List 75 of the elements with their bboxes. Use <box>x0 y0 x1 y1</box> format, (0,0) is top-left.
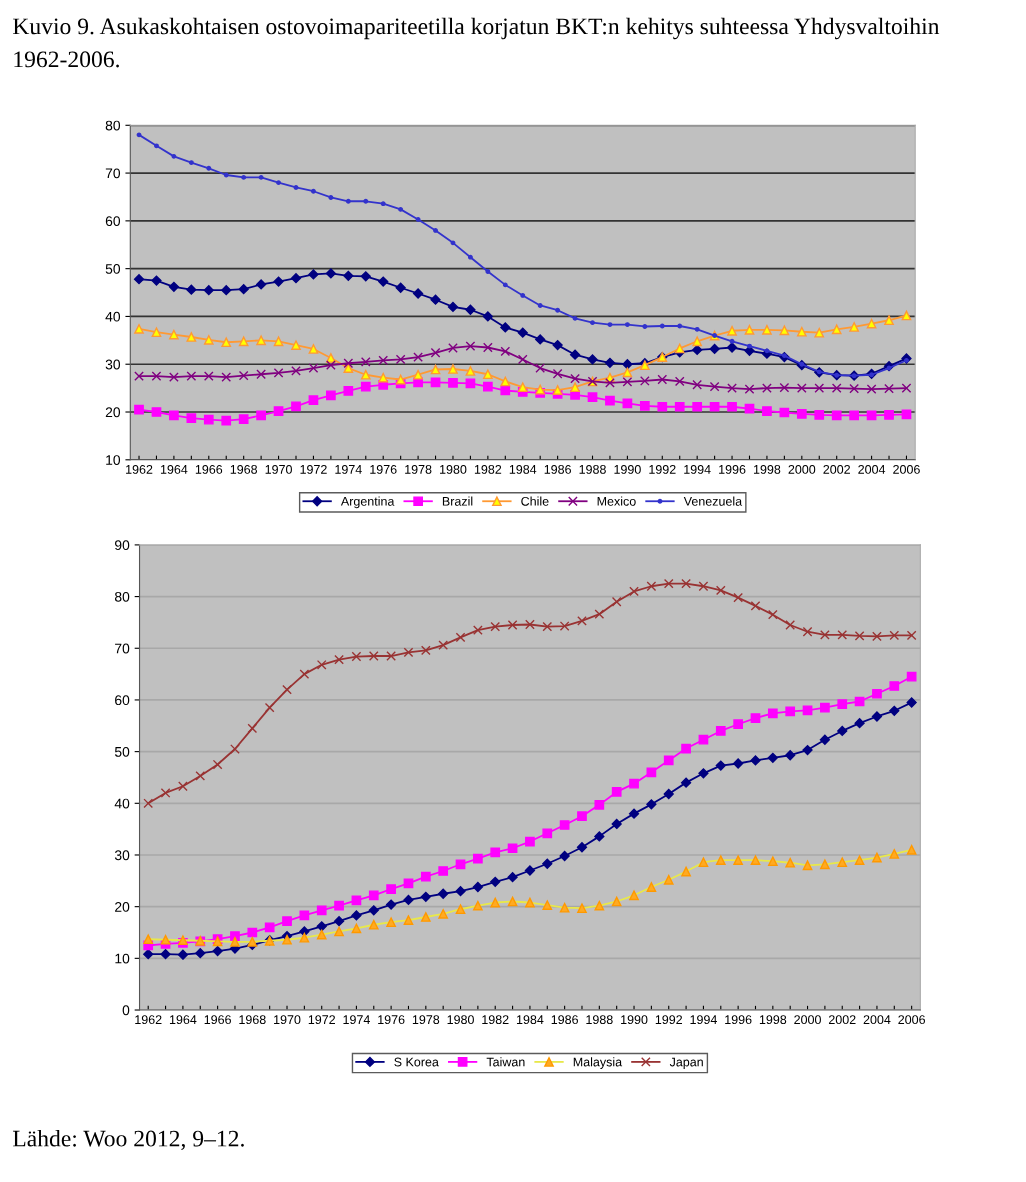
y-tick-label: 90 <box>115 540 130 551</box>
legend-label: Chile <box>521 496 549 506</box>
x-tick-label: 2006 <box>898 1015 925 1025</box>
x-tick-label: 1992 <box>649 464 676 474</box>
y-tick-label: 50 <box>105 263 121 274</box>
legend-label: Venezuela <box>683 496 743 506</box>
x-tick-label: 1980 <box>440 464 467 474</box>
text: Lähde: Woo 2012, 9–12. <box>12 1129 244 1150</box>
legend-label: Japan <box>669 1057 703 1069</box>
x-tick-label: 1970 <box>274 1015 301 1025</box>
x-tick-label: 1972 <box>308 1015 335 1025</box>
x-tick-label: 1982 <box>474 464 502 474</box>
legend-label: Argentina <box>340 496 395 509</box>
x-tick-label: 1998 <box>753 464 781 474</box>
y-tick-label: 20 <box>115 901 130 912</box>
x-tick-label: 1962 <box>135 1015 162 1025</box>
x-tick-label: 2002 <box>828 1015 856 1025</box>
y-tick-label: 10 <box>106 455 121 465</box>
y-tick-label: 50 <box>114 746 130 757</box>
x-tick-label: 1984 <box>509 464 537 474</box>
x-tick-label: 1966 <box>204 1015 231 1025</box>
y-tick-label: 70 <box>115 643 130 654</box>
x-tick-label: 1994 <box>690 1015 717 1025</box>
x-tick-label: 1994 <box>684 464 711 474</box>
x-tick-label: 1996 <box>719 464 746 474</box>
x-tick-label: 1968 <box>230 464 258 474</box>
x-tick-label: 1976 <box>370 464 397 474</box>
x-tick-label: 2000 <box>788 464 816 474</box>
x-tick-label: 1986 <box>544 464 571 474</box>
y-tick-label: 10 <box>115 953 130 964</box>
x-tick-label: 1962 <box>126 464 153 474</box>
x-tick-label: 1990 <box>621 1015 648 1025</box>
x-tick-label: 1974 <box>343 1015 370 1025</box>
legend-label: S Korea <box>394 1057 439 1067</box>
x-tick-label: 1980 <box>447 1015 474 1025</box>
y-tick-label: 0 <box>122 1005 130 1016</box>
x-tick-label: 1986 <box>551 1015 578 1025</box>
x-tick-label: 1992 <box>655 1015 683 1025</box>
y-tick-label: 60 <box>105 216 121 227</box>
x-tick-label: 1988 <box>579 464 606 474</box>
y-tick-label: 60 <box>115 695 130 706</box>
x-tick-label: 1974 <box>335 464 362 474</box>
x-tick-label: 1988 <box>586 1015 613 1025</box>
x-tick-label: 2004 <box>863 1015 891 1025</box>
y-tick-label: 20 <box>105 407 121 418</box>
x-tick-label: 1966 <box>195 464 223 474</box>
y-tick-label: 80 <box>114 591 130 602</box>
y-tick-label: 40 <box>105 311 121 322</box>
x-tick-label: 1998 <box>759 1015 787 1025</box>
legend-label: Taiwan <box>486 1057 525 1067</box>
x-tick-label: 1976 <box>378 1015 405 1025</box>
x-tick-label: 1978 <box>412 1015 440 1025</box>
x-tick-label: 2002 <box>823 464 850 474</box>
x-tick-label: 1964 <box>160 464 188 474</box>
x-tick-label: 2000 <box>794 1015 821 1025</box>
legend-label: Malaysia <box>573 1057 623 1069</box>
x-tick-label: 1964 <box>169 1015 197 1025</box>
x-tick-label: 1984 <box>516 1015 544 1025</box>
legend-label: Brazil <box>442 496 473 506</box>
y-tick-label: 70 <box>105 168 121 179</box>
chart-title: Kuvio 9. Asukaskohtaisen ostovoimapariteetilla korjatun BKT:n kehitys suhteessa Yhdysvaltoihin 1962-2006. <box>12 17 940 68</box>
x-tick-label: 1982 <box>482 1015 509 1025</box>
x-tick-label: 1990 <box>614 464 641 474</box>
x-tick-label: 1996 <box>725 1015 752 1025</box>
y-tick-label: 30 <box>105 359 121 370</box>
y-tick-label: 80 <box>105 120 121 131</box>
x-tick-label: 2004 <box>858 464 886 474</box>
y-tick-label: 30 <box>114 850 130 861</box>
x-tick-label: 2006 <box>893 464 920 474</box>
x-tick-label: 1968 <box>239 1015 266 1025</box>
x-tick-label: 1978 <box>405 464 432 474</box>
x-tick-label: 1972 <box>300 464 327 474</box>
y-tick-label: 40 <box>114 798 130 809</box>
legend-label: Mexico <box>597 496 636 506</box>
x-tick-label: 1970 <box>265 464 292 474</box>
